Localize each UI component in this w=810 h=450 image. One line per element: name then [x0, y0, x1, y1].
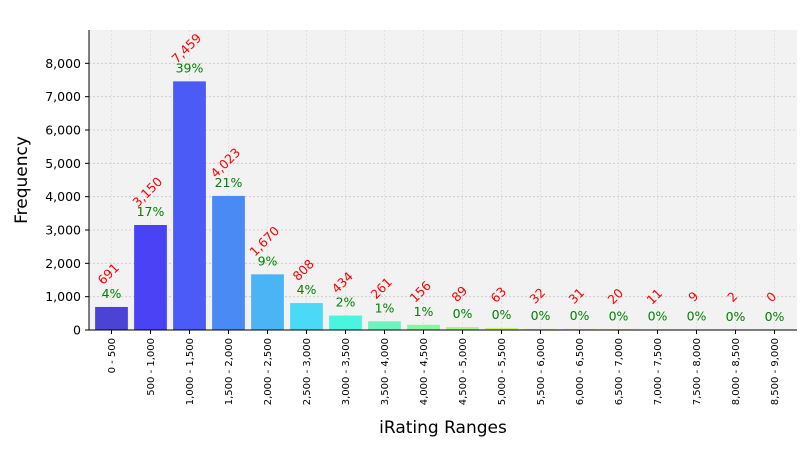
bar: [563, 328, 596, 330]
bar: [251, 274, 284, 330]
percent-label: 0%: [609, 308, 629, 323]
x-tick-label: 8,500 - 9,000: [770, 338, 781, 405]
bar: [212, 195, 245, 330]
x-tick-label: 3,500 - 4,000: [380, 338, 391, 405]
percent-label: 0%: [765, 309, 785, 324]
bar: [329, 315, 362, 330]
x-tick-label: 2,500 - 3,000: [302, 338, 313, 405]
y-axis-title: Frequency: [12, 136, 32, 224]
x-tick-label: 6,500 - 7,000: [614, 338, 625, 405]
percent-label: 4%: [102, 286, 122, 301]
percent-label: 0%: [492, 307, 512, 322]
percent-label: 4%: [297, 282, 317, 297]
percent-label: 0%: [726, 309, 746, 324]
bar: [173, 81, 206, 330]
y-tick-label: 2,000: [45, 256, 81, 271]
x-tick-label: 2,000 - 2,500: [263, 338, 274, 405]
y-tick-label: 3,000: [45, 223, 81, 238]
percent-label: 0%: [453, 306, 473, 321]
x-tick-label: 7,000 - 7,500: [653, 338, 664, 405]
bar: [368, 321, 401, 330]
bar: [290, 303, 323, 330]
x-tick-label: 4,500 - 5,000: [458, 338, 469, 405]
x-tick-label: 1,500 - 2,000: [224, 338, 235, 405]
percent-label: 0%: [570, 308, 590, 323]
percent-label: 0%: [648, 309, 668, 324]
bar: [407, 324, 440, 330]
axes: 0 1,000 2,000 3,000 4,000 5,000 6,000 7,000 8,00…: [45, 30, 797, 405]
x-tick-label: 3,000 - 3,500: [341, 338, 352, 405]
x-axis-title: iRating Ranges: [379, 418, 507, 438]
y-tick-label: 5,000: [45, 156, 81, 171]
x-tick-label: 6,000 - 6,500: [575, 338, 586, 405]
percent-label: 17%: [137, 204, 165, 219]
bars: [95, 81, 752, 330]
bar: [95, 306, 128, 330]
percent-label: 39%: [176, 60, 204, 75]
x-tick-label: 1,000 - 1,500: [185, 338, 196, 405]
percent-label: 0%: [531, 308, 551, 323]
y-tick-label: 8,000: [45, 56, 81, 71]
percent-label: 9%: [258, 253, 278, 268]
bar: [446, 327, 479, 330]
x-tick-label: 4,000 - 4,500: [419, 338, 430, 405]
percent-label: 1%: [414, 304, 434, 319]
y-tick-label: 7,000: [45, 89, 81, 104]
y-tick-label: 4,000: [45, 189, 81, 204]
y-tick-label: 1,000: [45, 289, 81, 304]
percent-label: 1%: [375, 300, 395, 315]
bar: [485, 327, 518, 330]
percent-label: 2%: [336, 295, 356, 310]
x-tick-label: 500 - 1,000: [146, 338, 157, 396]
x-tick-label: 8,000 - 8,500: [731, 338, 742, 405]
plot-area: [89, 30, 797, 330]
bar: [134, 225, 167, 330]
y-tick-label: 6,000: [45, 123, 81, 138]
percent-label: 21%: [215, 175, 243, 190]
x-tick-label: 0 - 500: [107, 338, 118, 373]
x-tick-label: 5,000 - 5,500: [497, 338, 508, 405]
x-tick-label: 7,500 - 8,000: [692, 338, 703, 405]
y-tick-label: 0: [73, 323, 81, 338]
bar: [524, 328, 557, 330]
percent-label: 0%: [687, 309, 707, 324]
x-tick-label: 5,500 - 6,000: [536, 338, 547, 405]
